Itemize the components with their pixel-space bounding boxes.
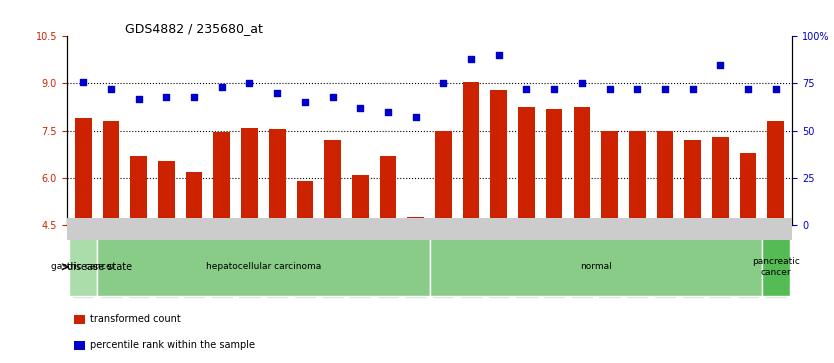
Text: hepatocellular carcinoma: hepatocellular carcinoma (206, 262, 321, 271)
FancyBboxPatch shape (430, 237, 761, 297)
Text: transformed count: transformed count (90, 314, 181, 325)
Bar (463, 82, 480, 225)
Bar (103, 121, 119, 225)
Bar (545, 109, 562, 225)
Bar (74, 340, 85, 350)
Bar (740, 153, 756, 225)
Point (270, 90, 284, 96)
Point (381, 109, 394, 115)
Bar (186, 172, 203, 225)
Text: pancreatic
cancer: pancreatic cancer (751, 257, 800, 277)
Text: gastric cancer: gastric cancer (51, 262, 116, 271)
Bar (629, 131, 646, 225)
Point (686, 86, 699, 92)
Bar (74, 315, 85, 324)
Point (658, 86, 671, 92)
Point (741, 86, 755, 92)
Text: disease state: disease state (67, 262, 132, 272)
Point (299, 99, 312, 105)
Point (409, 115, 422, 121)
Point (326, 94, 339, 99)
Point (547, 86, 560, 92)
Bar (158, 160, 175, 225)
FancyBboxPatch shape (761, 237, 790, 297)
Bar (324, 140, 341, 225)
Bar (601, 131, 618, 225)
Text: GDS4882 / 235680_at: GDS4882 / 235680_at (125, 22, 263, 35)
Text: percentile rank within the sample: percentile rank within the sample (90, 340, 255, 350)
Bar (241, 127, 258, 225)
Point (575, 81, 589, 86)
Bar (712, 137, 729, 225)
Bar (490, 90, 507, 225)
Bar (75, 118, 92, 225)
Bar (656, 131, 673, 225)
Bar (214, 132, 230, 225)
Bar (352, 175, 369, 225)
Point (243, 81, 256, 86)
Point (437, 81, 450, 86)
Point (354, 105, 367, 111)
Bar (297, 181, 314, 225)
Bar (518, 107, 535, 225)
FancyBboxPatch shape (69, 237, 98, 297)
Point (520, 86, 533, 92)
Point (603, 86, 616, 92)
Bar (435, 131, 452, 225)
Bar (269, 129, 285, 225)
Bar (767, 121, 784, 225)
Bar (684, 140, 701, 225)
Bar (130, 156, 147, 225)
Bar (407, 217, 424, 225)
Point (132, 96, 145, 102)
Point (188, 94, 201, 99)
Point (631, 86, 644, 92)
Point (77, 79, 90, 85)
Point (492, 52, 505, 58)
Point (769, 86, 782, 92)
Bar (574, 107, 590, 225)
Text: normal: normal (580, 262, 611, 271)
Point (465, 56, 478, 62)
Point (215, 84, 229, 90)
Point (714, 62, 727, 68)
Bar (379, 156, 396, 225)
Point (160, 94, 173, 99)
FancyBboxPatch shape (98, 237, 430, 297)
Point (104, 86, 118, 92)
